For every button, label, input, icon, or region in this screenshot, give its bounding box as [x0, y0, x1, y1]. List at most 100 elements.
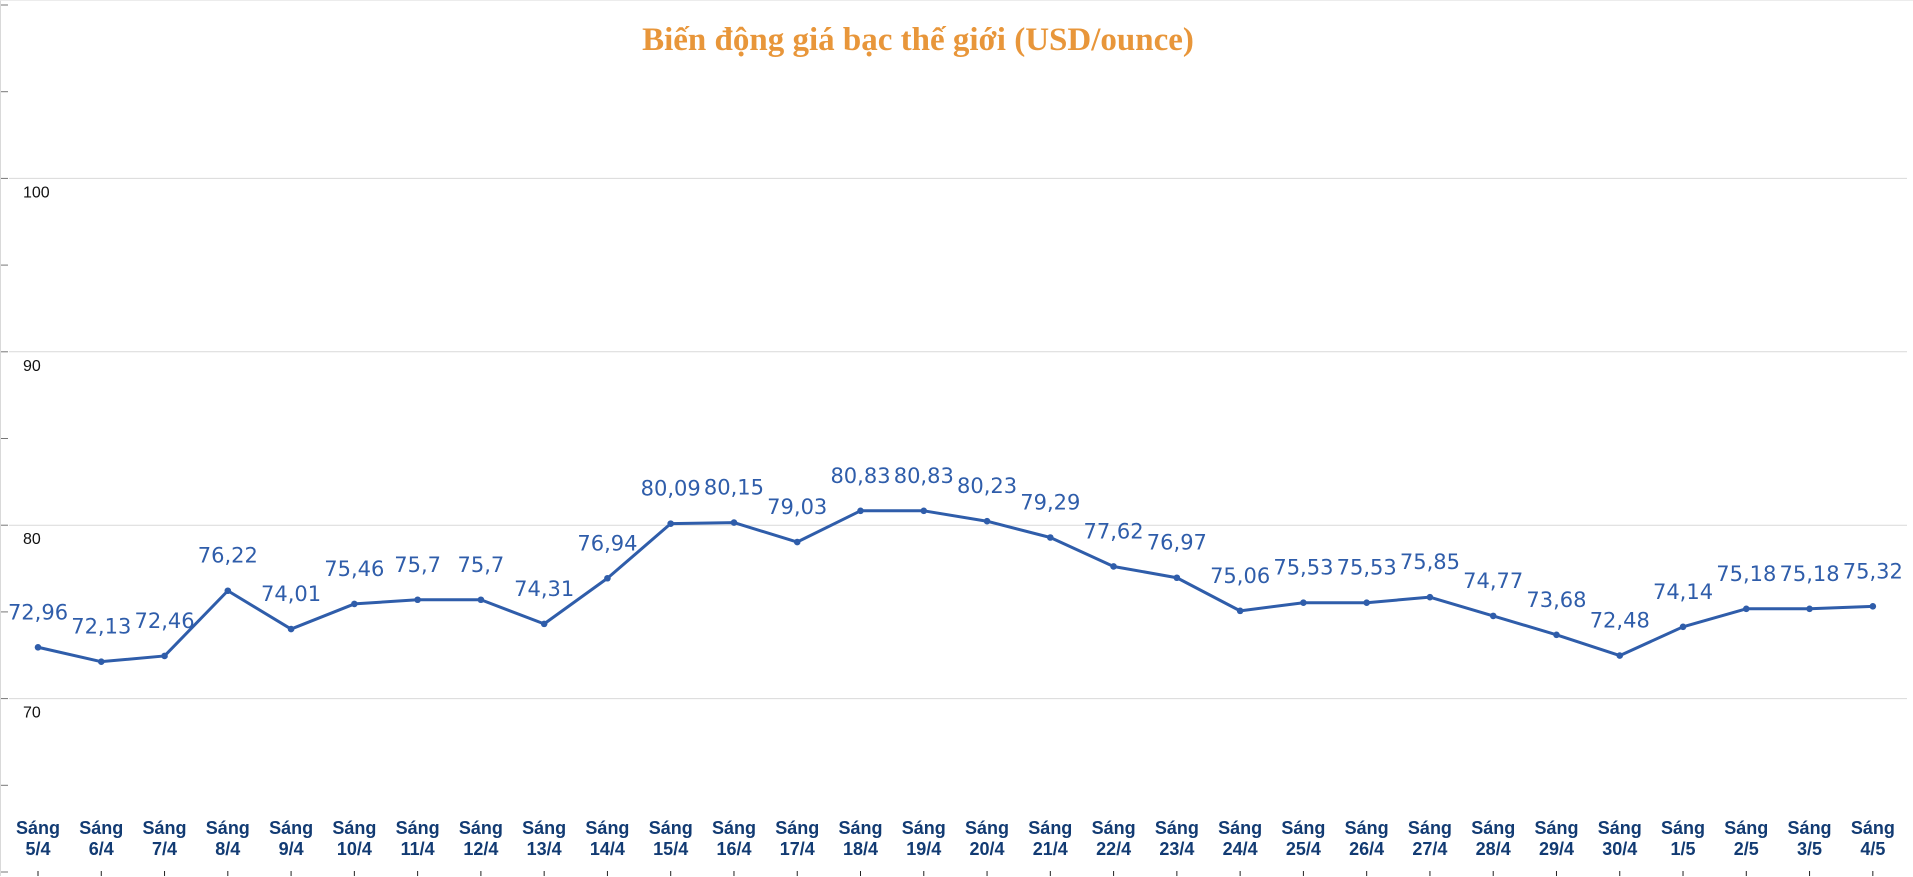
- data-point: [1300, 599, 1307, 607]
- x-tick-label-line: 21/4: [1033, 839, 1068, 859]
- x-tick-label: Sáng 14/4: [585, 818, 629, 859]
- x-tick-label: Sáng 6/4: [79, 818, 123, 859]
- data-label: 75,46: [324, 557, 384, 581]
- x-tick-label-line: 19/4: [906, 839, 941, 859]
- x-tick-label-line: Sáng: [1788, 818, 1832, 838]
- data-label: 75,7: [458, 553, 505, 577]
- x-tick-label-line: 10/4: [337, 839, 372, 859]
- x-tick-label-line: Sáng: [1281, 818, 1325, 838]
- x-tick-label-line: 22/4: [1096, 839, 1131, 859]
- x-tick-label: Sáng 10/4: [332, 818, 376, 859]
- data-label: 72,13: [71, 615, 131, 639]
- x-tick-label: Sáng 5/4: [16, 818, 60, 859]
- data-point: [793, 538, 801, 546]
- data-point: [97, 658, 105, 665]
- grid-layer: [9, 177, 1907, 700]
- data-label: 74,01: [261, 582, 321, 606]
- x-tick-label: Sáng 15/4: [649, 818, 693, 859]
- x-tick-label-line: 23/4: [1159, 839, 1194, 859]
- x-tick-label-line: Sáng: [206, 818, 250, 838]
- x-tick-label-line: 9/4: [279, 839, 304, 859]
- axis-layer: 70 80 90 100: [1, 4, 1874, 876]
- data-label: 74,77: [1463, 569, 1523, 593]
- x-tick-label-line: Sáng: [1598, 818, 1642, 838]
- data-label: 75,53: [1337, 556, 1397, 580]
- data-label: 72,96: [8, 600, 68, 624]
- data-label: 80,23: [957, 474, 1017, 498]
- x-tick-label: Sáng 21/4: [1028, 818, 1072, 859]
- data-point: [414, 596, 421, 604]
- data-label: 75,85: [1400, 550, 1460, 574]
- data-point: [1173, 574, 1181, 582]
- data-label: 76,97: [1147, 531, 1207, 555]
- y-tick-label: 80: [23, 531, 41, 548]
- x-tick-label-line: Sáng: [1534, 818, 1578, 838]
- data-point: [540, 620, 548, 628]
- data-point: [287, 625, 295, 633]
- x-tick-label: Sáng 9/4: [269, 818, 313, 859]
- x-tick-label-line: Sáng: [332, 818, 376, 838]
- x-tick-label-line: 5/4: [25, 839, 50, 859]
- x-tick-label-line: Sáng: [902, 818, 946, 838]
- x-tick-label-line: Sáng: [1408, 818, 1452, 838]
- data-label: 72,48: [1590, 609, 1650, 633]
- data-point: [1679, 623, 1687, 631]
- data-point: [1426, 593, 1434, 601]
- x-tick-label: Sáng 29/4: [1534, 818, 1578, 859]
- y-tick-label: 90: [23, 358, 41, 375]
- data-point: [1742, 605, 1750, 613]
- x-tick-label: Sáng 1/5: [1661, 818, 1705, 859]
- data-point: [1110, 563, 1117, 570]
- x-tick-label-line: Sáng: [1218, 818, 1262, 838]
- x-tick-label-line: 16/4: [716, 839, 751, 859]
- x-tick-label-line: 30/4: [1602, 839, 1637, 859]
- x-tick-label-line: Sáng: [269, 818, 313, 838]
- x-tick-label-line: Sáng: [79, 818, 123, 838]
- x-tick-label-line: 15/4: [653, 839, 688, 859]
- x-tick-label: Sáng 23/4: [1155, 818, 1199, 859]
- data-label: 76,22: [198, 544, 258, 568]
- data-label: 75,18: [1716, 562, 1776, 586]
- x-tick-label: Sáng 8/4: [206, 818, 250, 859]
- x-tick-label: Sáng 7/4: [143, 818, 187, 859]
- data-point: [1616, 652, 1624, 659]
- x-tick-label-line: Sáng: [143, 818, 187, 838]
- x-tick-label-line: 17/4: [780, 839, 815, 859]
- x-tick-label: Sáng 17/4: [775, 818, 819, 859]
- x-tick-label-line: Sáng: [585, 818, 629, 838]
- data-label: 75,7: [394, 553, 441, 577]
- x-tick-label: Sáng 11/4: [396, 818, 440, 859]
- x-tick-label: Sáng 2/5: [1724, 818, 1768, 859]
- x-tick-label-line: 8/4: [215, 839, 240, 859]
- data-point: [1869, 603, 1877, 610]
- x-tick-label-line: 29/4: [1539, 839, 1574, 859]
- data-point: [1553, 631, 1560, 639]
- data-label: 80,15: [704, 476, 764, 500]
- x-tick-label: Sáng 3/5: [1788, 818, 1832, 859]
- x-tick-label: Sáng 4/5: [1851, 818, 1895, 859]
- data-point: [1047, 534, 1054, 541]
- data-point: [857, 507, 864, 515]
- x-tick-label-line: Sáng: [649, 818, 693, 838]
- x-tick-label-line: 12/4: [463, 839, 498, 859]
- x-tick-label-line: 20/4: [970, 839, 1005, 859]
- x-tick-label-line: Sáng: [459, 818, 503, 838]
- x-tick-label: Sáng 25/4: [1281, 818, 1325, 859]
- data-point: [34, 643, 42, 651]
- x-tick-label: Sáng 16/4: [712, 818, 756, 859]
- data-point: [730, 519, 738, 526]
- data-label: 76,94: [577, 531, 637, 555]
- data-point: [667, 520, 674, 527]
- x-tick-label-line: Sáng: [775, 818, 819, 838]
- data-label: 73,68: [1526, 588, 1586, 612]
- data-label: 74,31: [514, 577, 574, 601]
- data-label: 75,53: [1273, 556, 1333, 580]
- data-label: 79,29: [1020, 491, 1080, 515]
- x-tick-label-line: Sáng: [16, 818, 60, 838]
- x-tick-label: Sáng 19/4: [902, 818, 946, 859]
- data-label: 80,83: [894, 464, 954, 488]
- x-tick-label-line: Sáng: [1345, 818, 1389, 838]
- x-tick-label-line: Sáng: [396, 818, 440, 838]
- x-tick-label-line: 13/4: [527, 839, 562, 859]
